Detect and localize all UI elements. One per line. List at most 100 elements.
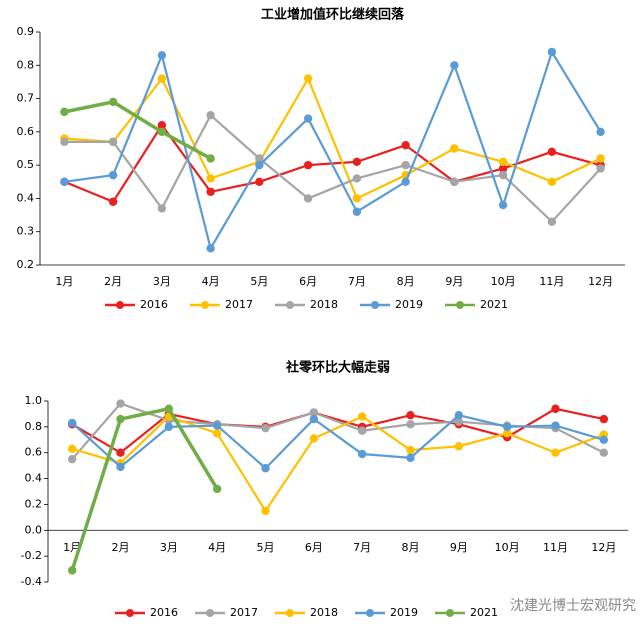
- x-tick-label: 5月: [257, 541, 275, 554]
- legend-label: 2018: [310, 606, 338, 619]
- data-point: [498, 170, 508, 180]
- data-point: [303, 74, 313, 83]
- legend-marker: [446, 609, 454, 617]
- data-point: [255, 154, 264, 163]
- watermark: 沈建光博士宏观研究: [510, 597, 636, 614]
- series-line: [71, 407, 605, 455]
- data-point: [551, 448, 560, 457]
- data-point: [599, 435, 609, 444]
- y-tick-label: 0.8: [25, 420, 43, 433]
- data-point: [255, 160, 264, 170]
- data-point: [60, 137, 69, 147]
- legend-label: 2021: [480, 298, 508, 311]
- legend-marker: [371, 301, 379, 309]
- data-point: [212, 484, 222, 494]
- data-point: [164, 422, 174, 432]
- data-point: [406, 453, 415, 463]
- x-tick-label: 8月: [402, 541, 420, 554]
- data-point: [502, 429, 512, 438]
- series-line: [64, 76, 602, 200]
- x-tick-label: 2月: [104, 275, 122, 288]
- data-point: [212, 421, 222, 430]
- data-point: [303, 194, 313, 203]
- data-point: [547, 147, 557, 157]
- data-point: [352, 174, 362, 183]
- legend-label: 2016: [150, 606, 178, 619]
- legend-marker: [286, 609, 294, 617]
- data-point: [547, 177, 557, 186]
- data-point: [406, 411, 415, 420]
- series-line: [64, 49, 602, 252]
- data-point: [309, 434, 319, 443]
- data-point: [67, 418, 77, 428]
- legend-marker: [456, 301, 464, 309]
- legend-marker: [366, 609, 374, 617]
- data-point: [157, 121, 167, 130]
- legend-marker: [201, 301, 209, 309]
- data-point: [454, 411, 464, 420]
- data-point: [596, 164, 605, 173]
- y-tick-label: -0.2: [21, 549, 42, 562]
- data-point: [108, 137, 118, 147]
- y-tick-label: 0.6: [25, 446, 43, 459]
- y-tick-label: 0.9: [17, 25, 35, 38]
- x-tick-label: 11月: [539, 275, 564, 288]
- data-point: [157, 51, 167, 60]
- data-point: [357, 449, 367, 459]
- data-point: [60, 107, 69, 117]
- y-tick-label: 0.0: [25, 523, 43, 536]
- x-tick-label: 8月: [397, 275, 415, 288]
- x-tick-label: 2月: [112, 541, 130, 554]
- data-point: [261, 464, 270, 473]
- x-tick-label: 10月: [495, 541, 520, 554]
- data-point: [454, 417, 464, 426]
- chart-title: 工业增加值环比继续回落: [261, 7, 405, 23]
- legend-label: 2021: [470, 606, 498, 619]
- y-tick-label: 0.7: [17, 92, 35, 105]
- x-tick-label: 7月: [353, 541, 371, 554]
- data-point: [67, 454, 77, 464]
- data-point: [309, 408, 319, 417]
- legend-label: 2018: [310, 298, 338, 311]
- data-point: [67, 566, 77, 575]
- y-tick-label: -0.4: [21, 575, 42, 588]
- data-point: [599, 448, 609, 457]
- data-point: [547, 47, 557, 57]
- data-point: [502, 422, 512, 432]
- x-tick-label: 6月: [305, 541, 323, 554]
- data-point: [454, 442, 464, 451]
- data-point: [401, 140, 410, 150]
- x-tick-label: 6月: [299, 275, 317, 288]
- data-point: [303, 114, 313, 123]
- data-point: [401, 160, 410, 170]
- data-point: [67, 444, 77, 454]
- data-point: [157, 127, 167, 137]
- data-point: [309, 414, 319, 424]
- series-line: [70, 406, 219, 571]
- y-tick-label: 0.2: [25, 497, 43, 510]
- data-point: [406, 445, 415, 455]
- data-point: [352, 194, 362, 203]
- chart-title: 社零环比大幅走弱: [285, 360, 390, 376]
- legend-marker: [116, 301, 124, 309]
- data-point: [547, 217, 557, 226]
- legend-label: 2017: [225, 298, 253, 311]
- legend-label: 2019: [395, 298, 423, 311]
- data-point: [164, 404, 174, 413]
- data-point: [108, 97, 118, 107]
- data-point: [450, 144, 459, 153]
- data-point: [206, 174, 215, 183]
- y-tick-label: 0.4: [17, 191, 35, 204]
- data-point: [406, 420, 415, 429]
- legend-label: 2016: [140, 298, 168, 311]
- x-tick-label: 10月: [491, 275, 516, 288]
- data-point: [116, 448, 125, 457]
- data-point: [551, 421, 560, 430]
- y-tick-label: 0.5: [17, 158, 35, 171]
- x-tick-label: 1月: [55, 275, 73, 288]
- data-point: [352, 157, 362, 167]
- data-point: [498, 164, 508, 173]
- series-line: [71, 415, 605, 513]
- data-point: [599, 414, 609, 424]
- x-tick-label: 3月: [160, 541, 178, 554]
